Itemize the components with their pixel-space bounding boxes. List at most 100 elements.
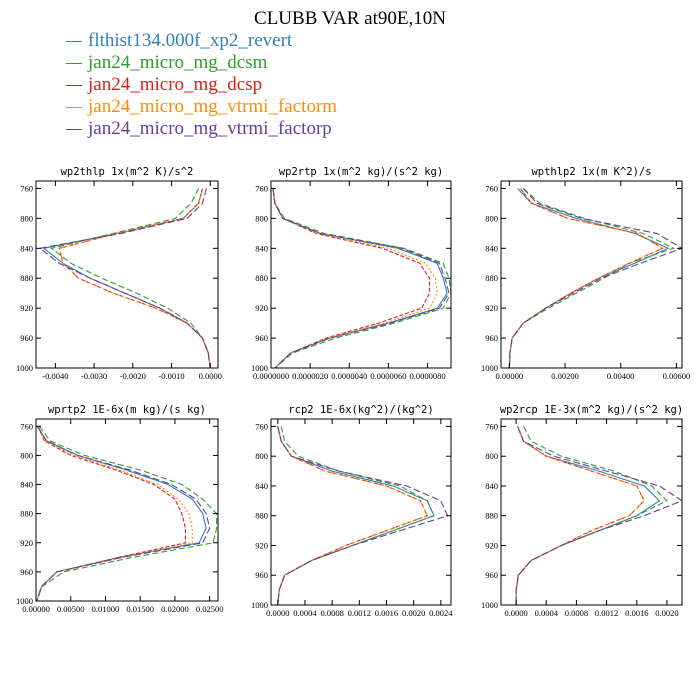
y-tick-label: 880 xyxy=(255,273,268,283)
y-tick-label: 1000 xyxy=(481,600,498,610)
y-tick-label: 880 xyxy=(485,511,498,521)
y-tick-label: 800 xyxy=(20,213,33,223)
x-tick-label: 0.0004 xyxy=(293,608,317,618)
x-tick-label: 0.02000 xyxy=(161,604,189,614)
chart-title: wp2rtp 1x(m^2 kg)/(s^2 kg) xyxy=(279,166,443,178)
y-tick-label: 1000 xyxy=(481,363,498,373)
y-tick-label: 840 xyxy=(20,243,33,253)
x-tick-label: 0.0012 xyxy=(595,608,618,618)
series-group xyxy=(515,426,682,605)
x-tick-label: 0.0000 xyxy=(504,608,527,618)
series-line xyxy=(38,188,211,368)
series-line xyxy=(272,188,448,368)
y-tick-label: 960 xyxy=(255,333,268,343)
x-tick-label: 0.00000 xyxy=(496,371,524,381)
plot-frame xyxy=(500,180,683,369)
series-line xyxy=(508,188,670,368)
chart-title: wp2rcp 1E-3x(m^2 kg)/(s^2 kg) xyxy=(500,404,683,416)
x-tick-label: -0.0010 xyxy=(158,371,184,381)
x-tick-label: 0.0020 xyxy=(655,608,678,618)
legend-swatch xyxy=(66,41,82,43)
y-tick-label: 960 xyxy=(255,570,268,580)
series-group xyxy=(36,425,218,601)
x-tick-label: 0.0000060 xyxy=(370,371,406,381)
series-line xyxy=(272,188,431,368)
series-line xyxy=(277,426,435,605)
y-tick-label: 920 xyxy=(485,303,498,313)
legend-item: jan24_micro_mg_dcsm xyxy=(66,52,337,74)
chart-title: wpthlp2 1x(m K^2)/s xyxy=(531,166,651,178)
y-tick-label: 760 xyxy=(20,421,33,431)
x-tick-label: 0.0024 xyxy=(429,608,453,618)
series-line xyxy=(277,426,428,605)
series-line xyxy=(272,188,438,368)
x-tick-label: 0.00000 xyxy=(22,604,50,614)
legend-label: flthist134.000f_xp2_revert xyxy=(88,30,293,51)
y-tick-label: 960 xyxy=(20,333,33,343)
x-tick-label: 0.00600 xyxy=(663,371,691,381)
legend-label: jan24_micro_mg_dcsp xyxy=(88,74,263,95)
x-tick-label: -0.0020 xyxy=(120,371,146,381)
legend-swatch xyxy=(66,107,82,109)
page-title: CLUBB VAR at90E,10N xyxy=(254,8,446,29)
y-tick-label: 800 xyxy=(20,450,33,460)
x-tick-label: 0.0000 xyxy=(266,608,289,618)
series-line xyxy=(36,425,218,601)
x-tick-label: -0.0040 xyxy=(42,371,68,381)
series-line xyxy=(277,426,449,605)
x-tick-label: 0.0012 xyxy=(348,608,371,618)
x-tick-label: 0.01500 xyxy=(126,604,154,614)
y-tick-label: 880 xyxy=(485,273,498,283)
x-tick-label: 0.0016 xyxy=(625,608,648,618)
series-line xyxy=(508,188,676,368)
x-tick-label: 0.0020 xyxy=(402,608,425,618)
chart-panel: wprtp2 1E-6x(m kg)/(s kg) 760 800 840 880 920… xyxy=(16,404,223,614)
legend-swatch xyxy=(66,129,82,131)
legend-item: jan24_micro_mg_dcsp xyxy=(66,74,337,96)
y-tick-label: 1000 xyxy=(251,600,268,610)
series-line xyxy=(36,426,207,601)
series-line xyxy=(277,426,435,605)
y-tick-label: 760 xyxy=(255,183,268,193)
legend-label: jan24_micro_mg_dcsm xyxy=(88,52,268,73)
y-tick-label: 760 xyxy=(255,421,268,431)
y-tick-label: 760 xyxy=(485,421,498,431)
series-line xyxy=(515,426,668,605)
plot-frame xyxy=(35,180,219,369)
series-line xyxy=(58,188,211,368)
chart-title: rcp2 1E-6x(kg^2)/(kg^2) xyxy=(288,404,433,416)
series-line xyxy=(277,426,428,605)
x-tick-label: 0.0000000 xyxy=(253,371,289,381)
plot-frame xyxy=(270,180,452,369)
y-tick-label: 960 xyxy=(20,567,33,577)
x-tick-label: 0.0000 xyxy=(199,371,222,381)
y-tick-label: 840 xyxy=(485,243,498,253)
legend-label: jan24_micro_mg_vtrmi_factorm xyxy=(88,96,338,117)
series-group xyxy=(508,188,682,368)
y-tick-label: 800 xyxy=(485,213,498,223)
x-tick-label: -0.0030 xyxy=(81,371,107,381)
x-tick-label: 0.01000 xyxy=(92,604,120,614)
legend: flthist134.000f_xp2_revert jan24_micro_m… xyxy=(66,30,337,140)
y-tick-label: 800 xyxy=(485,451,498,461)
legend-label: jan24_micro_mg_vtrmi_factorp xyxy=(88,118,332,139)
series-line xyxy=(272,188,451,368)
y-tick-label: 760 xyxy=(485,183,498,193)
y-tick-label: 920 xyxy=(20,303,33,313)
series-group xyxy=(272,188,451,368)
y-tick-label: 880 xyxy=(20,273,33,283)
chart-title: wprtp2 1E-6x(m kg)/(s kg) xyxy=(48,404,206,416)
series-group xyxy=(277,426,449,605)
x-tick-label: 0.0000080 xyxy=(409,371,445,381)
series-line xyxy=(515,426,645,605)
y-tick-label: 840 xyxy=(255,481,268,491)
legend-swatch xyxy=(66,63,82,65)
chart-panel: wp2rcp 1E-3x(m^2 kg)/(s^2 kg)760 800 840 88… xyxy=(481,404,683,618)
chart-panel: rcp2 1E-6x(kg^2)/(kg^2) 760 800 840 880 920 96… xyxy=(251,404,453,618)
y-tick-label: 880 xyxy=(20,509,33,519)
y-tick-label: 920 xyxy=(485,540,498,550)
series-line xyxy=(272,188,450,368)
chart-title: wp2thlp 1x(m^2 K)/s^2 xyxy=(61,166,194,178)
series-line xyxy=(508,188,664,368)
